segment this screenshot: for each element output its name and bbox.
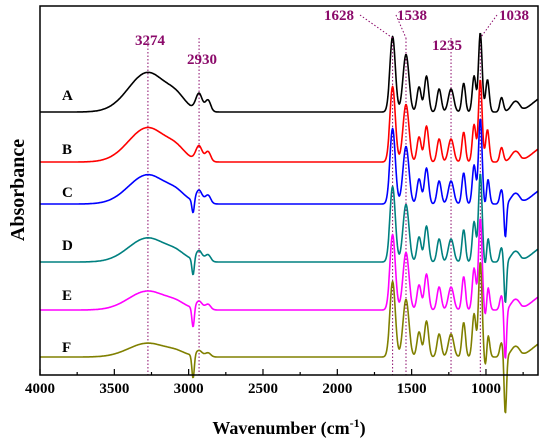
x-tick-label: 2000	[322, 381, 352, 397]
peak-label-1235: 1235	[432, 38, 462, 54]
spectrum-B	[39, 79, 539, 163]
series-label-A: A	[62, 88, 73, 104]
x-axis-title: Wavenumber (cm-1)	[212, 416, 365, 439]
spectra-group	[39, 32, 539, 414]
peak-label-1628: 1628	[324, 8, 354, 24]
x-axis-ticks: 4000 3500 3000 2500 2000 1500 1000	[25, 369, 524, 397]
peak-label-1538: 1538	[397, 8, 427, 24]
peak-leader-line	[479, 14, 498, 39]
y-axis-title: Absorbance	[7, 139, 29, 241]
series-label-F: F	[62, 340, 71, 356]
spectrum-D	[39, 173, 539, 303]
peak-marker-lines	[147, 38, 481, 375]
peak-label-2930: 2930	[187, 52, 217, 68]
x-tick-label: 3500	[99, 381, 129, 397]
series-label-E: E	[62, 288, 72, 304]
x-axis-title-sup: -1	[350, 416, 360, 430]
x-tick-label: 4000	[25, 381, 55, 397]
peak-label-1038: 1038	[499, 8, 529, 24]
x-axis-title-close: )	[360, 418, 366, 439]
peak-leader-line	[359, 14, 393, 39]
x-tick-label: 1000	[471, 381, 501, 397]
x-tick-label: 1500	[397, 381, 427, 397]
series-labels: A B C D E F	[62, 88, 73, 356]
spectrum-F	[39, 262, 539, 414]
spectrum-E	[39, 218, 539, 359]
peak-labels: 3274 2930 1628 1538 1235 1038	[135, 8, 529, 68]
x-tick-label: 2500	[248, 381, 278, 397]
peak-label-3274: 3274	[135, 33, 166, 49]
plot-frame	[39, 5, 539, 376]
series-label-B: B	[62, 142, 72, 158]
spectrum-A	[39, 32, 539, 113]
x-axis-title-main: Wavenumber (cm	[212, 418, 349, 439]
x-tick-label: 3000	[174, 381, 204, 397]
series-label-D: D	[62, 238, 73, 254]
series-label-C: C	[62, 185, 73, 201]
spectrum-C	[39, 118, 539, 238]
peak-leader-line	[395, 14, 407, 39]
